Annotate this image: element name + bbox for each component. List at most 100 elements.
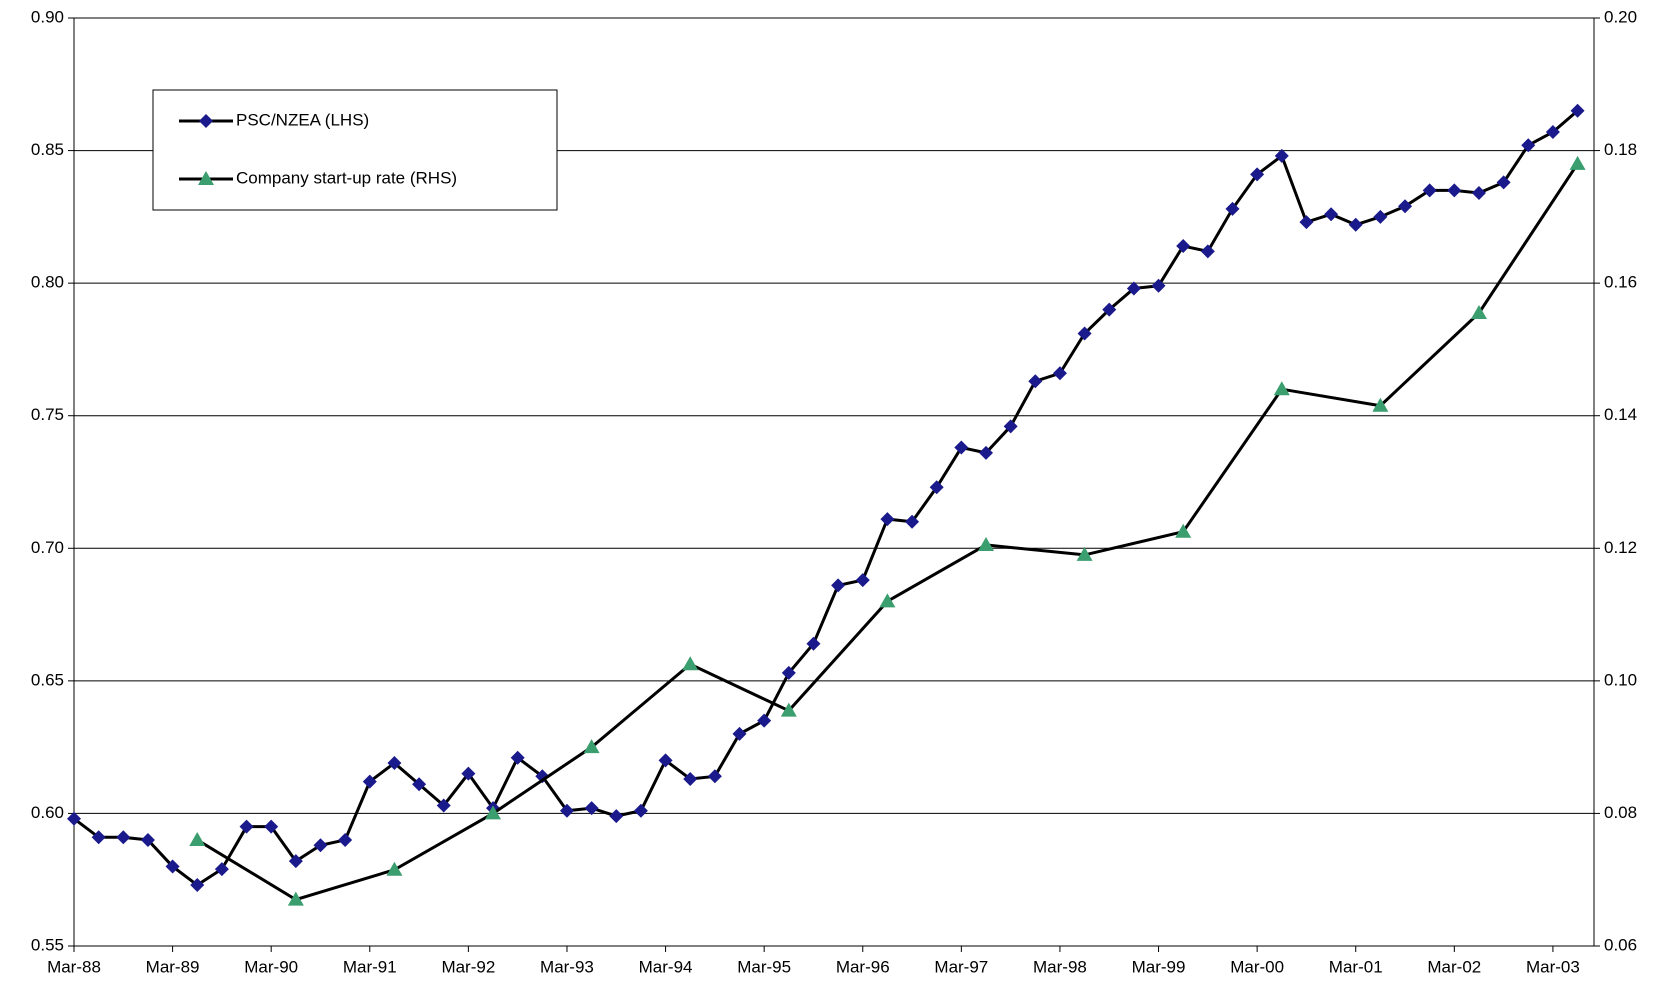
x-tick-label: Mar-90 bbox=[244, 957, 298, 976]
data-point bbox=[91, 830, 106, 845]
y2-tick-label: 0.12 bbox=[1604, 538, 1637, 557]
data-point bbox=[658, 753, 673, 768]
data-point bbox=[1175, 523, 1192, 538]
data-point bbox=[584, 801, 599, 816]
data-point bbox=[264, 819, 279, 834]
legend-label: Company start-up rate (RHS) bbox=[236, 168, 457, 187]
data-point bbox=[116, 830, 131, 845]
x-tick-label: Mar-03 bbox=[1526, 957, 1580, 976]
data-point bbox=[1470, 304, 1487, 319]
series-line bbox=[196, 163, 1579, 902]
y2-tick-label: 0.06 bbox=[1604, 935, 1637, 954]
data-point bbox=[386, 861, 403, 876]
data-point bbox=[583, 739, 600, 754]
x-tick-label: Mar-96 bbox=[836, 957, 890, 976]
data-point bbox=[732, 726, 747, 741]
legend-box bbox=[152, 89, 558, 211]
data-point bbox=[288, 854, 303, 869]
data-point bbox=[905, 514, 920, 529]
x-tick-label: Mar-93 bbox=[540, 957, 594, 976]
data-point bbox=[979, 445, 993, 460]
data-point bbox=[165, 859, 180, 874]
data-point bbox=[140, 832, 155, 847]
data-point bbox=[879, 593, 896, 608]
y2-tick-label: 0.08 bbox=[1604, 803, 1637, 822]
y2-tick-label: 0.10 bbox=[1604, 670, 1637, 689]
data-point bbox=[1545, 125, 1560, 140]
data-point bbox=[461, 766, 476, 781]
data-point bbox=[1398, 199, 1413, 214]
data-point bbox=[190, 878, 205, 893]
data-point bbox=[535, 769, 550, 784]
data-point bbox=[1126, 281, 1141, 296]
data-point bbox=[707, 769, 722, 784]
data-point bbox=[189, 831, 206, 846]
data-point bbox=[831, 578, 846, 593]
data-point bbox=[510, 750, 525, 765]
data-point bbox=[485, 805, 502, 820]
x-tick-label: Mar-02 bbox=[1427, 957, 1481, 976]
y2-tick-label: 0.16 bbox=[1604, 273, 1637, 292]
x-tick-label: Mar-99 bbox=[1132, 957, 1186, 976]
data-point bbox=[1102, 302, 1117, 317]
data-point bbox=[1200, 244, 1215, 259]
y-tick-label: 0.60 bbox=[31, 803, 64, 822]
legend-marker bbox=[198, 171, 214, 185]
y-tick-label: 0.75 bbox=[31, 405, 64, 424]
data-point bbox=[1052, 366, 1067, 381]
data-point bbox=[1348, 217, 1363, 232]
data-point bbox=[929, 480, 944, 495]
x-tick-label: Mar-95 bbox=[737, 957, 791, 976]
data-point bbox=[757, 713, 772, 728]
data-point bbox=[780, 702, 797, 717]
data-point bbox=[1225, 201, 1240, 216]
data-point bbox=[1373, 209, 1388, 224]
data-point bbox=[287, 891, 304, 906]
x-tick-label: Mar-01 bbox=[1329, 957, 1383, 976]
y-tick-label: 0.55 bbox=[31, 935, 64, 954]
data-point bbox=[1076, 546, 1093, 561]
data-point bbox=[1372, 397, 1389, 412]
data-point bbox=[806, 636, 821, 651]
data-point bbox=[1151, 278, 1166, 293]
data-point bbox=[954, 440, 969, 455]
legend-label: PSC/NZEA (LHS) bbox=[236, 110, 369, 129]
data-point bbox=[1521, 138, 1536, 153]
x-tick-label: Mar-89 bbox=[146, 957, 200, 976]
data-point bbox=[1028, 374, 1043, 389]
data-point bbox=[1274, 148, 1289, 163]
x-tick-label: Mar-98 bbox=[1033, 957, 1087, 976]
y-tick-label: 0.90 bbox=[31, 7, 64, 26]
x-tick-label: Mar-00 bbox=[1230, 957, 1284, 976]
data-point bbox=[1077, 326, 1092, 341]
y-tick-label: 0.70 bbox=[31, 538, 64, 557]
y2-tick-label: 0.14 bbox=[1604, 405, 1637, 424]
data-point bbox=[1422, 183, 1437, 198]
data-point bbox=[387, 756, 402, 771]
y-tick-label: 0.65 bbox=[31, 670, 64, 689]
x-tick-label: Mar-91 bbox=[343, 957, 397, 976]
data-point bbox=[781, 665, 796, 680]
data-point bbox=[1496, 175, 1511, 190]
data-point bbox=[683, 771, 698, 786]
x-tick-label: Mar-88 bbox=[47, 957, 101, 976]
data-point bbox=[1003, 419, 1018, 434]
data-point bbox=[609, 809, 624, 824]
legend-marker bbox=[199, 114, 213, 128]
data-point bbox=[239, 819, 254, 834]
data-point bbox=[436, 798, 451, 813]
data-point bbox=[682, 656, 699, 671]
data-point bbox=[1324, 207, 1339, 222]
data-point bbox=[362, 774, 377, 789]
data-point bbox=[880, 512, 895, 527]
data-point bbox=[412, 777, 427, 792]
data-point bbox=[1176, 239, 1191, 254]
y2-tick-label: 0.18 bbox=[1604, 140, 1637, 159]
x-tick-label: Mar-94 bbox=[639, 957, 693, 976]
data-point bbox=[1471, 185, 1486, 200]
data-point bbox=[214, 862, 229, 877]
data-point bbox=[1569, 155, 1586, 170]
data-point bbox=[1299, 215, 1314, 230]
